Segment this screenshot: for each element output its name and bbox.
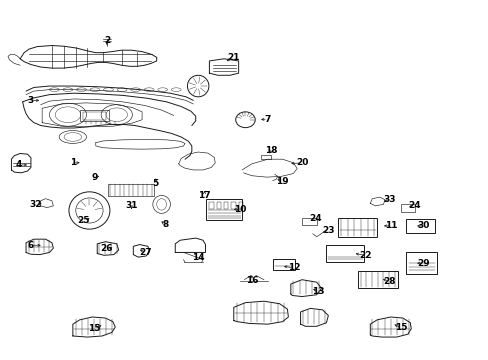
Text: 22: 22 bbox=[359, 251, 371, 260]
Text: 31: 31 bbox=[125, 201, 137, 210]
Bar bbox=[272, 259, 294, 270]
Text: 5: 5 bbox=[152, 179, 159, 188]
Bar bbox=[302, 218, 316, 225]
Text: 26: 26 bbox=[101, 244, 113, 253]
Bar bbox=[261, 155, 270, 159]
Text: 27: 27 bbox=[140, 248, 152, 257]
Bar bbox=[400, 204, 414, 212]
Text: 8: 8 bbox=[162, 220, 168, 229]
Bar bbox=[406, 220, 434, 233]
Text: 4: 4 bbox=[16, 161, 22, 170]
Bar bbox=[82, 112, 106, 120]
Text: 32: 32 bbox=[29, 200, 42, 209]
Text: 3: 3 bbox=[28, 96, 34, 105]
Bar bbox=[406, 252, 436, 274]
Text: 16: 16 bbox=[245, 276, 258, 285]
Bar bbox=[80, 111, 109, 121]
Text: 9: 9 bbox=[91, 173, 97, 182]
Text: 28: 28 bbox=[383, 276, 395, 285]
Text: 23: 23 bbox=[322, 226, 334, 235]
Text: 11: 11 bbox=[385, 221, 397, 230]
Bar bbox=[238, 202, 243, 210]
Bar bbox=[326, 244, 364, 262]
Bar bbox=[224, 202, 228, 210]
Text: 10: 10 bbox=[234, 205, 246, 214]
Bar bbox=[231, 202, 235, 210]
Text: 6: 6 bbox=[28, 241, 34, 250]
Text: 13: 13 bbox=[312, 287, 324, 296]
Text: 21: 21 bbox=[227, 53, 240, 62]
Text: 7: 7 bbox=[264, 114, 270, 123]
Text: 33: 33 bbox=[383, 195, 395, 204]
Bar bbox=[108, 184, 154, 196]
Bar bbox=[357, 271, 397, 288]
Text: 29: 29 bbox=[417, 259, 429, 268]
Text: 12: 12 bbox=[287, 264, 300, 273]
Bar bbox=[216, 202, 221, 210]
Text: 1: 1 bbox=[70, 158, 76, 167]
Text: 20: 20 bbox=[295, 158, 307, 167]
Text: 14: 14 bbox=[191, 253, 204, 262]
Bar bbox=[337, 218, 376, 237]
Text: 2: 2 bbox=[103, 36, 110, 45]
Text: 17: 17 bbox=[198, 190, 210, 199]
Bar bbox=[209, 202, 213, 210]
Text: 15: 15 bbox=[394, 323, 407, 332]
Text: 15: 15 bbox=[88, 324, 101, 333]
Text: 30: 30 bbox=[417, 221, 429, 230]
Text: 19: 19 bbox=[276, 177, 288, 186]
Text: 24: 24 bbox=[407, 201, 420, 210]
Text: 24: 24 bbox=[308, 214, 321, 223]
Text: 18: 18 bbox=[264, 146, 277, 155]
Text: 25: 25 bbox=[77, 216, 90, 225]
Bar bbox=[206, 199, 241, 220]
